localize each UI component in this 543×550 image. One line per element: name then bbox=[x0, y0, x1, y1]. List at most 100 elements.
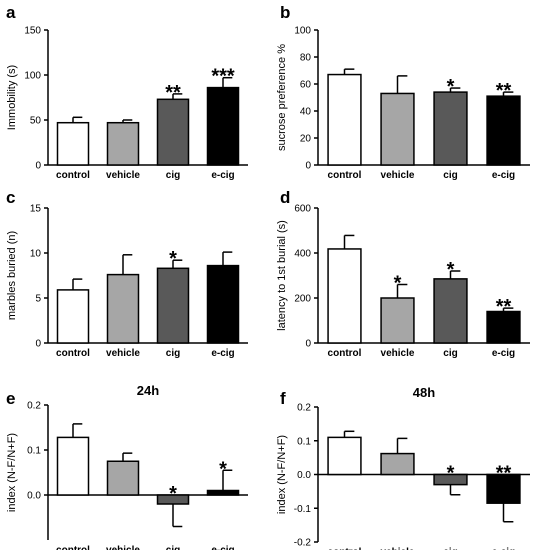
y-axis-label: Immobility (s) bbox=[6, 65, 18, 130]
significance-marker: * bbox=[447, 76, 455, 98]
y-tick-label: -0.1 bbox=[294, 504, 312, 515]
y-tick-label: 600 bbox=[294, 204, 311, 215]
y-tick-label: 0.1 bbox=[27, 446, 41, 457]
significance-marker: ** bbox=[496, 463, 512, 485]
x-tick-label: vehicle bbox=[106, 545, 140, 550]
chart-panel-e: e 24h index (N-F/N+F) 0.0 0.1 0.2 control vehic… bbox=[6, 383, 248, 550]
chart-panel-f: f 48h index (N-F/N+F) -0.2 -0.1 0.0 0.1 0.2 cont… bbox=[276, 385, 530, 550]
bar-control bbox=[327, 436, 362, 476]
bar-e-cig bbox=[206, 86, 240, 166]
bar-e-cig bbox=[486, 310, 521, 344]
y-tick-label: 5 bbox=[35, 294, 41, 305]
significance-marker: * bbox=[169, 483, 177, 505]
y-tick-label: 20 bbox=[300, 134, 312, 145]
x-tick-label: vehicle bbox=[106, 348, 140, 359]
y-tick-label: 50 bbox=[30, 116, 42, 127]
bar-e-cig bbox=[206, 489, 240, 496]
y-tick-label: 0 bbox=[35, 339, 41, 350]
y-tick-label: 0.1 bbox=[297, 436, 311, 447]
chart-title: 24h bbox=[137, 383, 159, 398]
significance-marker: * bbox=[447, 463, 455, 485]
x-tick-label: vehicle bbox=[381, 170, 415, 181]
panel-letter: a bbox=[6, 3, 16, 22]
x-tick-label: cig bbox=[166, 348, 180, 359]
y-tick-label: 0 bbox=[305, 161, 311, 172]
significance-marker: * bbox=[169, 248, 177, 270]
y-tick-label: 150 bbox=[24, 26, 41, 37]
y-tick-label: 100 bbox=[294, 26, 311, 37]
significance-marker: * bbox=[447, 259, 455, 281]
y-tick-label: 0.0 bbox=[297, 470, 311, 481]
bar-control bbox=[56, 121, 90, 166]
bar-vehicle bbox=[106, 460, 140, 496]
panel-letter: f bbox=[280, 389, 286, 408]
chart-panel-a: a Immobility (s) 0 50 100 150 control vehicle ci… bbox=[6, 3, 248, 181]
x-tick-label: cig bbox=[443, 170, 457, 181]
y-tick-label: 40 bbox=[300, 107, 312, 118]
bar-e-cig bbox=[206, 264, 240, 344]
y-tick-label: 200 bbox=[294, 294, 311, 305]
significance-marker: * bbox=[219, 458, 227, 480]
y-tick-label: 80 bbox=[300, 53, 312, 64]
bar-cig bbox=[156, 267, 190, 344]
panel-letter: d bbox=[280, 188, 290, 207]
x-tick-label: e-cig bbox=[211, 545, 234, 550]
x-tick-label: e-cig bbox=[492, 348, 515, 359]
x-tick-label: e-cig bbox=[211, 348, 234, 359]
significance-marker: ** bbox=[496, 80, 512, 102]
x-tick-label: control bbox=[56, 348, 90, 359]
chart-panel-b: b sucrose preference % 0 20 40 60 80 100 control… bbox=[276, 3, 530, 181]
y-axis-label: latency to 1st burial (s) bbox=[276, 220, 288, 331]
panel-letter: b bbox=[280, 3, 290, 22]
x-tick-label: cig bbox=[166, 545, 180, 550]
x-tick-label: cig bbox=[443, 348, 457, 359]
significance-marker: ** bbox=[496, 296, 512, 318]
y-tick-label: 100 bbox=[24, 71, 41, 82]
y-tick-label: -0.2 bbox=[294, 538, 312, 549]
x-tick-label: control bbox=[56, 170, 90, 181]
x-tick-label: e-cig bbox=[492, 547, 515, 550]
bar-vehicle bbox=[380, 452, 415, 476]
chart-title: 48h bbox=[413, 385, 435, 400]
y-tick-label: 60 bbox=[300, 80, 312, 91]
y-tick-label: 0.2 bbox=[297, 403, 311, 414]
y-tick-label: 400 bbox=[294, 249, 311, 260]
y-tick-label: 15 bbox=[30, 204, 42, 215]
y-tick-label: 10 bbox=[30, 249, 42, 260]
bar-control bbox=[327, 248, 362, 344]
y-tick-label: 0 bbox=[305, 339, 311, 350]
bar-e-cig bbox=[486, 95, 521, 166]
y-axis-label: marbles buried (n) bbox=[6, 231, 18, 320]
bar-e-cig bbox=[486, 473, 521, 504]
y-tick-label: 0 bbox=[35, 161, 41, 172]
bar-vehicle bbox=[106, 121, 140, 166]
x-tick-label: e-cig bbox=[211, 170, 234, 181]
significance-marker: *** bbox=[211, 66, 235, 88]
x-tick-label: vehicle bbox=[381, 348, 415, 359]
y-tick-label: 0.0 bbox=[27, 491, 41, 502]
bar-vehicle bbox=[380, 297, 415, 344]
x-tick-label: control bbox=[328, 547, 362, 550]
x-tick-label: cig bbox=[443, 547, 457, 550]
bar-vehicle bbox=[380, 92, 415, 166]
chart-panel-d: d latency to 1st burial (s) 0 200 400 600 cont… bbox=[276, 188, 530, 359]
chart-panel-c: c marbles buried (n) 0 5 10 15 control vehicle c… bbox=[6, 188, 248, 359]
x-tick-label: vehicle bbox=[381, 547, 415, 550]
significance-marker: * bbox=[394, 273, 402, 295]
y-axis-label: index (N-F/N+F) bbox=[6, 433, 18, 512]
bar-cig bbox=[433, 473, 468, 486]
x-tick-label: cig bbox=[166, 170, 180, 181]
bar-cig bbox=[433, 91, 468, 166]
x-tick-label: e-cig bbox=[492, 170, 515, 181]
bar-cig bbox=[433, 278, 468, 344]
x-tick-label: control bbox=[328, 170, 362, 181]
x-tick-label: vehicle bbox=[106, 170, 140, 181]
y-axis-label: sucrose preference % bbox=[276, 44, 288, 151]
y-axis-label: index (N-F/N+F) bbox=[276, 435, 288, 514]
y-tick-label: 0.2 bbox=[27, 401, 41, 412]
bar-control bbox=[56, 289, 90, 344]
significance-marker: ** bbox=[165, 82, 181, 104]
bar-cig bbox=[156, 494, 190, 505]
x-tick-label: control bbox=[328, 348, 362, 359]
